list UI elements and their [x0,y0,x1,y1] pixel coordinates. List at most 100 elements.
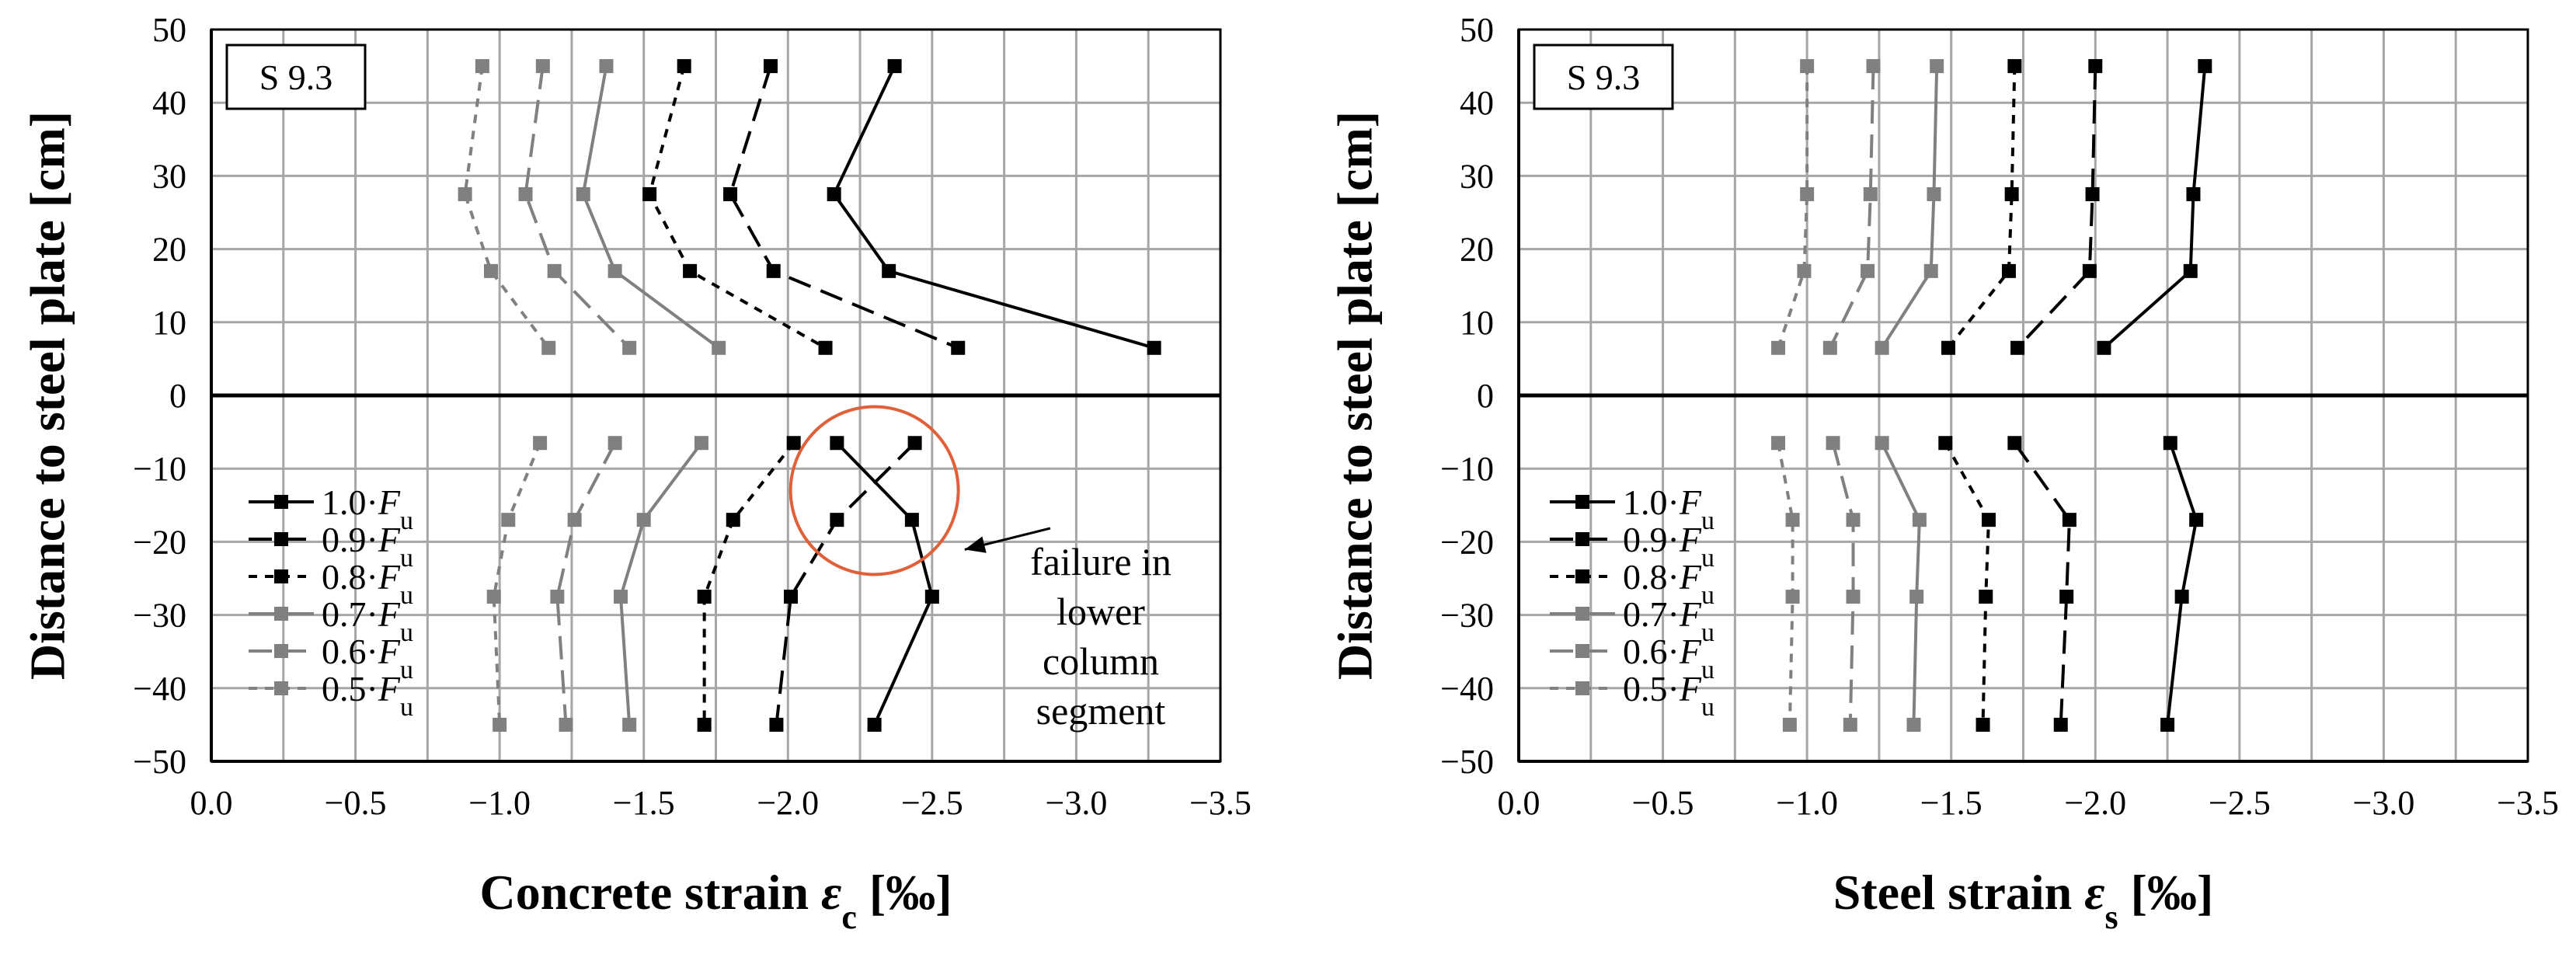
data-point-marker [1846,513,1861,527]
data-point-marker [1923,263,1938,278]
legend-swatch-marker [274,644,288,658]
annotation-line: segment [1036,689,1166,733]
panel-label-box [1533,44,1674,110]
x-tick-label: −2.0 [757,784,819,822]
series-line-lower [835,441,934,726]
data-point-marker [607,436,622,451]
data-point-marker [786,436,801,451]
data-point-marker [1782,717,1797,732]
y-tick-label: 30 [1460,157,1494,195]
data-point-marker [2097,340,2111,355]
data-point-marker [622,717,637,732]
series-line-upper [728,65,959,350]
y-tick-label: −50 [133,743,186,781]
x-tick-label: −2.5 [901,784,963,822]
data-point-marker [904,513,919,527]
legend-swatch-marker [1575,532,1589,546]
y-tick-label: −40 [133,670,186,708]
y-tick-label: 40 [1460,84,1494,122]
data-point-marker [1930,59,1944,74]
data-point-marker [1800,59,1815,74]
series-line-lower [1831,442,1855,725]
data-point-marker [607,263,622,278]
y-tick-label: 40 [152,84,186,122]
data-point-marker [484,263,499,278]
data-point-marker [1912,513,1927,527]
data-point-marker [712,340,726,355]
data-point-marker [924,590,939,604]
y-tick-label: 30 [152,157,186,195]
series-0-6 [518,59,637,732]
data-point-marker [1941,340,1956,355]
x-tick-label: −1.0 [468,784,531,822]
legend-swatch-marker [274,569,288,583]
data-point-marker [1906,717,1921,732]
data-point-marker [2001,263,2016,278]
data-point-marker [1147,340,1161,355]
data-point-marker [694,436,708,451]
series-0-9 [2007,59,2103,732]
series-line-lower [555,442,617,726]
x-tick-label: −3.0 [2353,784,2415,822]
legend-entry: 0.9·Fu [1623,520,1714,573]
series-line-lower [2013,442,2071,725]
y-tick-label: 0 [1477,377,1494,415]
data-point-marker [818,340,833,355]
data-point-marker [533,436,548,451]
data-point-marker [764,59,778,74]
chart-panel-2: 0.0 −0.5 −1.0 −1.5 −2.0 −2.5 −3.0 −3.5 50 40 30 20 1… [1327,11,2559,936]
series-line-upper [1777,66,1809,349]
chart-panel-1: 0.0 −0.5 −1.0 −1.5 −2.0 −2.5 −3.0 −3.5 50 40 30 20 1… [19,11,1251,936]
data-point-marker [1909,590,1924,604]
series-line-lower [1880,442,1921,725]
legend-swatch-marker [274,532,288,546]
failure-circle [788,405,960,576]
y-tick-label: −50 [1440,743,1494,781]
x-tick-label: −3.5 [2497,784,2559,822]
series-line-upper [2103,65,2207,350]
legend-entry: 0.7·Fu [322,594,413,647]
y-tick-label: 10 [1460,304,1494,342]
legend-swatch-marker [1575,569,1589,583]
data-point-marker [614,590,628,604]
panel-label: S 9.3 [259,57,333,97]
series-0-8 [1938,59,2022,732]
annotation-arrow-head [964,536,987,553]
y-tick-label: −10 [133,450,186,488]
data-point-marker [1785,513,1800,527]
y-tick-label: −10 [1440,450,1494,488]
data-point-marker [1875,340,1889,355]
series-line-lower [775,441,916,726]
legend-entry: 0.6·Fu [1623,632,1714,684]
data-point-marker [2082,263,2097,278]
data-point-marker [1938,436,1953,451]
panel-label-box [225,44,367,110]
series-line-upper [524,65,631,350]
data-point-marker [1976,717,1990,732]
legend-entry: 0.5·Fu [1623,669,1714,722]
data-point-marker [677,59,691,74]
series-0-6 [1822,59,1881,732]
data-point-marker [475,59,489,74]
data-point-marker [547,263,562,278]
data-point-marker [2183,263,2198,278]
y-tick-label: −20 [1440,523,1494,561]
y-tick-label: −20 [133,523,186,561]
data-point-marker [697,590,712,604]
data-point-marker [493,717,507,732]
legend-swatch-marker [274,607,288,621]
legend: 1.0·Fu0.9·Fu0.8·Fu0.7·Fu0.6·Fu0.5·Fu [249,482,413,722]
y-tick-label: −40 [1440,670,1494,708]
data-point-marker [827,186,841,201]
annotation-line: lower [1057,590,1145,633]
data-point-marker [766,263,781,278]
legend: 1.0·Fu0.9·Fu0.8·Fu0.7·Fu0.6·Fu0.5·Fu [1550,482,1714,722]
data-point-marker [636,513,651,527]
y-tick-label: −30 [1440,597,1494,635]
series-line-upper [832,65,1155,350]
data-point-marker [2004,186,2019,201]
data-point-marker [2163,436,2177,451]
data-point-marker [2059,590,2074,604]
data-point-marker [1843,717,1857,732]
